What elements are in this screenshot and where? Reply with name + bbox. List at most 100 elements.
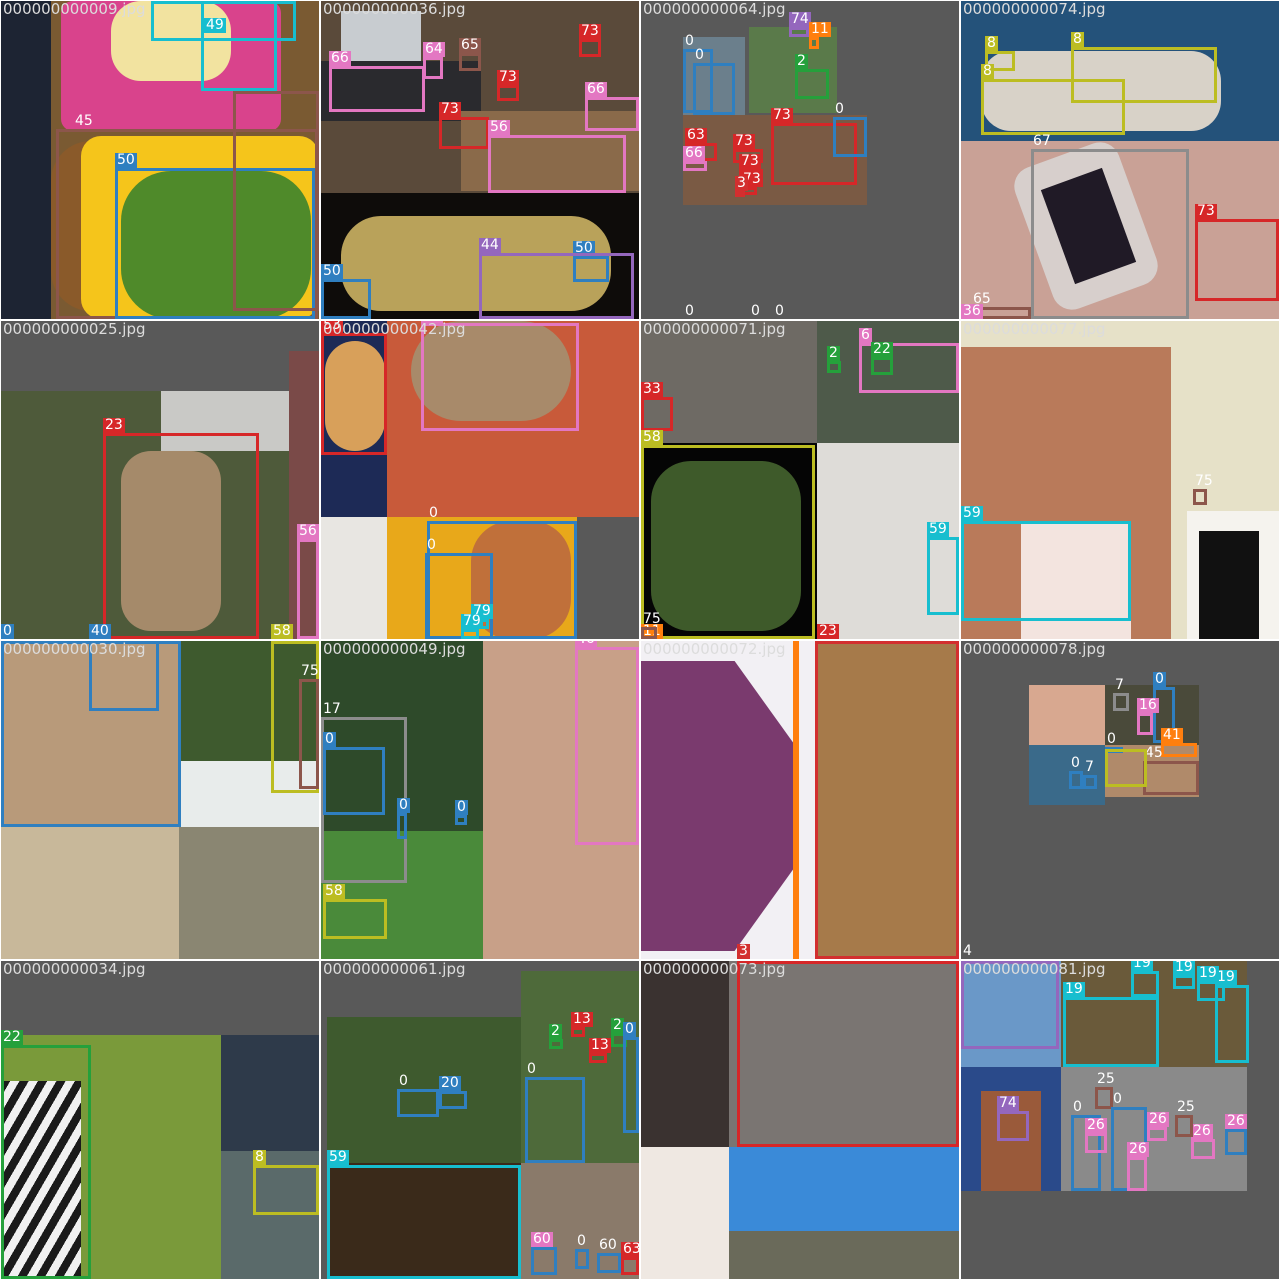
detection-box: 8 (981, 64, 1125, 135)
image-filename: 000000000078.jpg (963, 641, 1106, 658)
detection-label: 45 (75, 113, 93, 129)
detection-box: 53 (321, 321, 387, 455)
detection-box: 63 (621, 1242, 639, 1275)
detection-box: 73 (1195, 204, 1279, 301)
image-tile: 8 8 8 67 73 65 36 000000000074.jpg (961, 1, 1279, 319)
detection-box: 7 (1113, 678, 1129, 711)
detection-box: 59 (961, 506, 1131, 621)
detection-box: 26 (1085, 1118, 1107, 1153)
detection-label: 66 (683, 145, 705, 161)
detection-box: 0 (693, 48, 735, 115)
detection-label: 0 (695, 47, 704, 63)
detection-box: 19 (1197, 966, 1225, 1001)
detection-label: 59 (961, 505, 983, 521)
detection-label: 7 (1115, 677, 1124, 693)
detection-box: 0 (397, 1074, 439, 1117)
detection-label: 26 (1147, 1111, 1169, 1127)
detection-label: 73 (733, 133, 755, 149)
detection-label: 73 (739, 153, 761, 169)
detection-label: 0 (835, 101, 844, 117)
detection-label: 0 (623, 1021, 636, 1037)
detection-label: 50 (321, 263, 343, 279)
detection-label: 22 (1, 1029, 23, 1045)
detection-label: 26 (1225, 1113, 1247, 1129)
detection-box: 56 (297, 524, 319, 639)
detection-box: 2 (549, 1024, 563, 1049)
detection-box (815, 641, 959, 959)
detection-label: 0 (455, 799, 468, 815)
image-filename: 000000000077.jpg (963, 321, 1106, 338)
detection-label: 59 (327, 1149, 349, 1165)
image-filename: 000000000034.jpg (3, 961, 146, 978)
detection-label: 64 (423, 41, 445, 57)
image-filename: 000000000042.jpg (323, 321, 466, 338)
detection-label: 23 (817, 623, 839, 639)
detection-label: 8 (985, 35, 998, 51)
image-filename: 000000000073.jpg (643, 961, 786, 978)
image-tile: 75 000000000030.jpg (1, 641, 319, 959)
detection-box: 75 (299, 664, 319, 789)
detection-box: 66 (329, 51, 425, 112)
detection-box: 0 (575, 1234, 589, 1269)
image-filename: 000000000071.jpg (643, 321, 786, 338)
detection-label: 60 (599, 1237, 617, 1253)
detection-label: 2 (549, 1023, 562, 1039)
detection-box: 75 (1193, 474, 1213, 505)
detection-box: 66 (683, 146, 707, 171)
image-tile: 49 45 50 000000000009.jpg (1, 1, 319, 319)
detection-label: 2 (611, 1017, 624, 1033)
image-tile: 2 13 2 13 0 0 20 0 59 60 60 63 0 0000000… (321, 961, 639, 1279)
detection-label: 7 (1085, 759, 1094, 775)
detection-label: 8 (1071, 31, 1084, 47)
detection-label: 0 (1073, 1099, 1082, 1115)
detection-box: 0 (397, 798, 410, 839)
detection-box (233, 91, 319, 311)
detection-label: 4 (963, 943, 972, 959)
detection-box (1, 641, 181, 827)
image-filename: 000000000049.jpg (323, 641, 466, 658)
detection-box: 0 (427, 506, 577, 639)
detection-box (1105, 749, 1147, 787)
detection-label: 0 (1153, 671, 1166, 687)
detection-box: 33 (641, 382, 673, 431)
detection-box: 60 (597, 1238, 621, 1273)
detection-label: 33 (641, 381, 663, 397)
detection-label: 13 (589, 1037, 611, 1053)
detection-label: 23 (103, 417, 125, 433)
detection-box: 0 (1069, 756, 1083, 789)
detection-label: 0 (1107, 731, 1116, 747)
detection-box: 75 (641, 612, 661, 639)
detection-box: 2 (827, 346, 841, 373)
detection-box: 19 (1173, 961, 1195, 989)
detection-box: 26 (1225, 1114, 1247, 1155)
detection-box: 22 (871, 342, 893, 375)
detection-box: 0 (425, 538, 493, 639)
detection-box: 25 (1175, 1100, 1195, 1137)
detection-box: 0 (833, 102, 867, 157)
detection-label: 36 (961, 303, 983, 319)
image-filename: 000000000030.jpg (3, 641, 146, 658)
image-tile: 22 8 000000000034.jpg (1, 961, 319, 1279)
detection-label: 0 (751, 303, 760, 319)
image-filename: 000000000072.jpg (643, 641, 786, 658)
detection-label: 41 (1161, 727, 1183, 743)
detection-label: 26 (1127, 1141, 1149, 1157)
image-filename: 000000000036.jpg (323, 1, 466, 18)
detection-label: 73 (579, 23, 601, 39)
image-tile: 000000000073.jpg (641, 961, 959, 1279)
detection-box: 65 (459, 38, 481, 71)
detection-label: 26 (1191, 1123, 1213, 1139)
detection-label: 17 (323, 701, 341, 717)
detection-box: 19 (1063, 982, 1159, 1067)
detection-box: 44 (479, 238, 634, 319)
detection-box: 26 (1127, 1142, 1149, 1191)
image-tile: 66 64 65 73 73 66 73 56 50 44 50 0000000… (321, 1, 639, 319)
detection-label: 75 (301, 663, 319, 679)
detection-box: 22 (1, 1030, 91, 1279)
detection-label: 74 (789, 11, 811, 27)
detection-box: 0 (525, 1062, 585, 1163)
detection-box: 25 (1095, 1072, 1115, 1109)
detection-label: 26 (1085, 1117, 1107, 1133)
image-tile: 19 19 19 19 19 74 25 0 0 26 26 26 26 25 … (961, 961, 1279, 1279)
